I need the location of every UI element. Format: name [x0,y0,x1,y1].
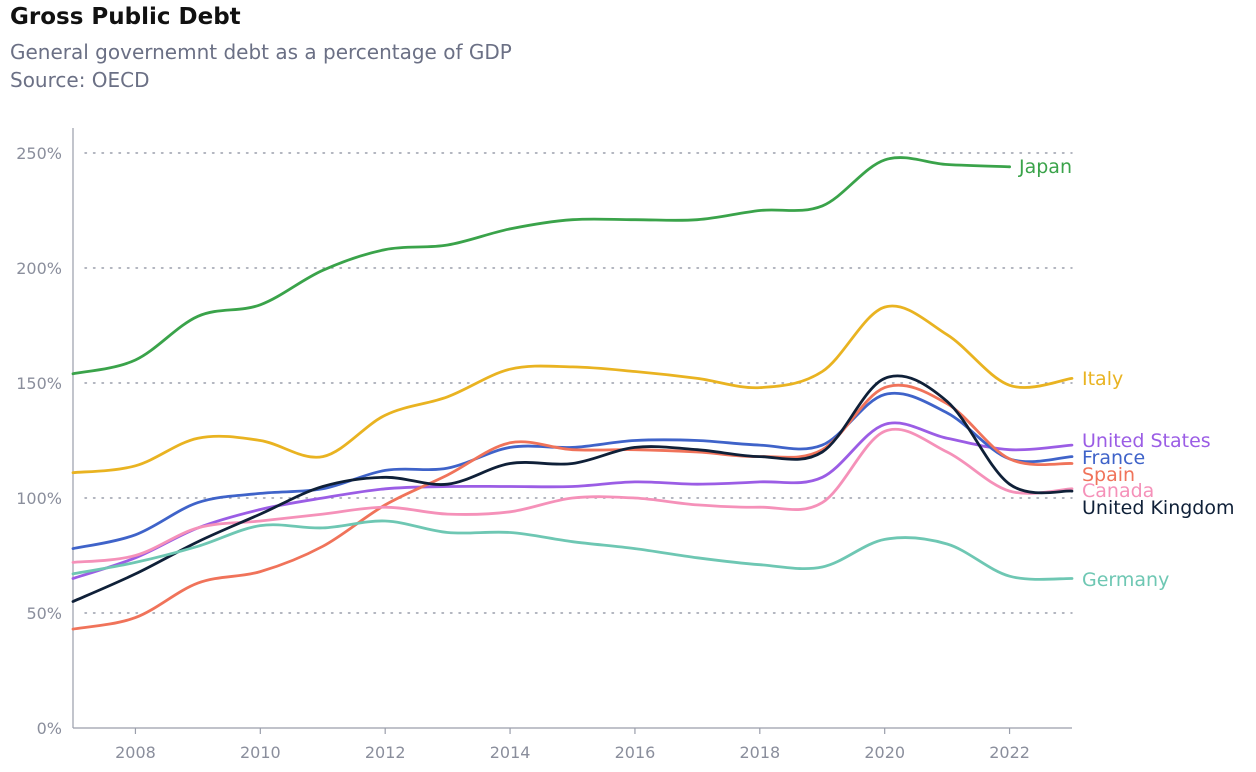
series-line-united-states [71,421,1074,580]
series-line-spain [71,383,1074,631]
x-tick-label: 2012 [365,743,406,762]
y-axis-ticks: 0% 50% 100% 150% 200% 250% [16,144,62,738]
series-label-france: France [1082,447,1145,469]
y-tick-label: 250% [16,144,62,163]
series-line-japan [71,156,1011,376]
subtitle-line-source: Source: OECD [10,68,150,92]
x-tick-label: 2022 [989,743,1030,762]
y-tick-label: 200% [16,259,62,278]
x-tick-label: 2008 [115,743,156,762]
axes [72,128,1072,729]
x-tick-label: 2010 [240,743,281,762]
series-line-italy [71,304,1074,475]
x-tick-label: 2014 [490,743,531,762]
series-line-canada [71,427,1074,564]
series-label-united-kingdom: United Kingdom [1082,497,1235,519]
x-axis-ticks: 2008 2010 2012 2014 2016 2018 2020 2022 [115,728,1030,762]
subtitle-line-description: General governemnt debt as a percentage … [10,40,512,64]
series-label-japan: Japan [1018,156,1072,178]
y-tick-label: 0% [37,719,62,738]
x-tick-label: 2016 [615,743,656,762]
series-label-united-states: United States [1082,430,1211,452]
series-label-germany: Germany [1082,569,1169,591]
x-tick-label: 2018 [739,743,780,762]
series-lines [71,156,1074,631]
series-line-united-kingdom [71,374,1074,603]
chart-subtitle: General governemnt debt as a percentage … [10,38,512,94]
series-labels: Japan Italy United StatesFranceSpainCanada… [1018,156,1235,591]
y-tick-label: 150% [16,374,62,393]
y-tick-label: 100% [16,489,62,508]
chart-title: Gross Public Debt [10,4,241,30]
series-label-spain: Spain [1082,464,1135,486]
series-line-france [71,391,1074,550]
x-tick-label: 2020 [864,743,905,762]
series-line-germany [71,519,1074,581]
series-label-italy: Italy [1082,368,1123,390]
y-tick-label: 50% [26,604,62,623]
series-label-canada: Canada [1082,480,1154,502]
